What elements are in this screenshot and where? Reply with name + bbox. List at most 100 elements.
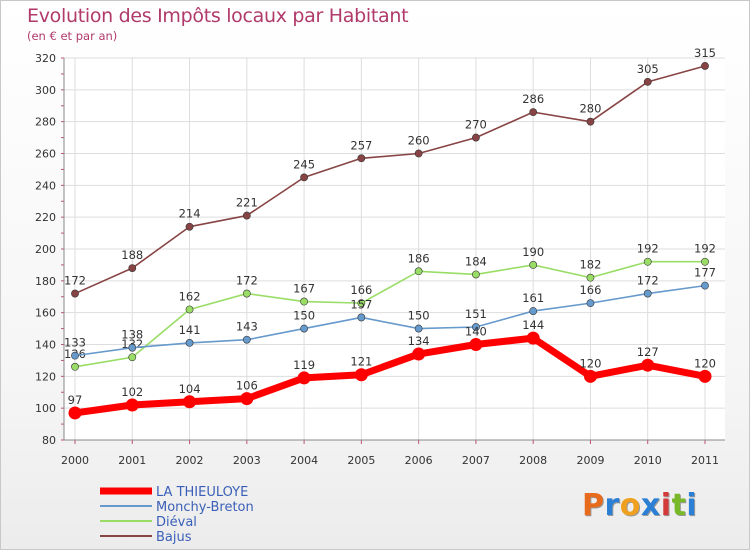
- data-point: [472, 133, 480, 142]
- data-label: 188: [121, 248, 143, 262]
- data-label: 133: [64, 336, 86, 350]
- y-tick-label: 280: [35, 116, 56, 129]
- data-label: 127: [637, 345, 659, 359]
- data-point: [586, 299, 595, 308]
- data-label: 305: [637, 62, 659, 76]
- data-point: [529, 307, 538, 315]
- x-tick-label: 2001: [118, 454, 146, 467]
- data-label: 270: [465, 118, 487, 132]
- y-tick-label: 200: [35, 243, 56, 256]
- data-label: 166: [579, 283, 601, 297]
- data-point: [71, 351, 79, 360]
- data-label: 167: [293, 282, 315, 296]
- logo-letter: P: [582, 488, 605, 523]
- y-tick-label: 240: [35, 179, 56, 192]
- data-point: [68, 406, 82, 420]
- data-point: [128, 353, 137, 362]
- logo-letter: i: [660, 488, 672, 523]
- data-label: 192: [694, 242, 716, 256]
- series-line-2: [74, 260, 705, 368]
- data-label: 186: [408, 251, 430, 265]
- x-tick-label: 2010: [634, 454, 662, 467]
- y-tick-label: 160: [35, 307, 56, 320]
- data-point: [583, 369, 597, 383]
- data-point: [71, 289, 79, 298]
- data-point: [128, 264, 137, 272]
- data-label: 121: [350, 355, 372, 369]
- x-tick-label: 2004: [290, 454, 318, 467]
- data-label: 177: [694, 266, 716, 280]
- data-point: [472, 270, 480, 279]
- legend-label: Bajus: [156, 530, 192, 545]
- data-point: [529, 261, 538, 269]
- data-label: 172: [637, 274, 659, 288]
- x-tick-label: 2007: [462, 454, 490, 467]
- data-label: 166: [350, 283, 372, 297]
- data-label: 150: [408, 309, 430, 323]
- data-label: 162: [179, 289, 201, 303]
- data-label: 138: [121, 328, 143, 342]
- data-label: 192: [637, 242, 659, 256]
- logo-letter: i: [686, 488, 698, 523]
- data-label: 245: [293, 157, 315, 171]
- logo-letter: t: [671, 488, 687, 523]
- data-point: [240, 392, 254, 406]
- data-point: [414, 149, 423, 158]
- series-line-0: [74, 334, 706, 417]
- data-label: 182: [579, 258, 601, 272]
- data-point: [414, 324, 423, 333]
- x-tick-label: 2000: [61, 454, 89, 467]
- data-point: [641, 358, 655, 372]
- data-label: 119: [293, 358, 315, 372]
- logo-letter: r: [604, 488, 620, 523]
- data-point: [357, 313, 366, 322]
- data-label: 134: [408, 334, 430, 348]
- data-point: [529, 108, 538, 117]
- data-point: [300, 324, 308, 333]
- data-label: 172: [64, 274, 86, 288]
- y-tick-label: 180: [35, 275, 56, 288]
- data-point: [526, 331, 540, 345]
- data-label: 120: [579, 356, 601, 370]
- data-point: [701, 281, 709, 290]
- data-point: [125, 398, 139, 412]
- logo-letter: x: [640, 488, 661, 523]
- legend-label: LA THIEULOYE: [156, 485, 248, 500]
- data-point: [71, 362, 79, 371]
- data-label: 161: [522, 291, 544, 305]
- y-tick-label: 320: [35, 52, 56, 65]
- data-label: 260: [408, 134, 430, 148]
- data-point: [242, 289, 251, 298]
- data-point: [472, 323, 480, 331]
- data-point: [242, 335, 251, 344]
- data-point: [242, 211, 251, 220]
- data-label: 157: [350, 297, 372, 311]
- data-point: [412, 347, 426, 361]
- x-tick-label: 2005: [347, 454, 375, 467]
- chart-subtitle: (en € et par an): [27, 29, 118, 43]
- y-tick-label: 220: [35, 211, 56, 224]
- data-point: [701, 62, 709, 70]
- chart-title: Evolution des Impôts locaux par Habitant: [27, 5, 409, 27]
- data-label: 190: [522, 245, 544, 259]
- data-label: 144: [522, 318, 544, 332]
- data-label: 106: [236, 379, 258, 393]
- data-point: [469, 338, 483, 351]
- y-tick-label: 140: [35, 339, 56, 352]
- data-point: [701, 257, 709, 266]
- logo-letter: o: [619, 488, 641, 523]
- data-point: [643, 289, 652, 298]
- data-point: [586, 273, 595, 282]
- data-point: [586, 117, 595, 126]
- data-point: [357, 154, 366, 163]
- x-tick-label: 2009: [576, 454, 604, 467]
- data-label: 102: [121, 385, 143, 399]
- data-label: 184: [465, 254, 487, 268]
- data-point: [185, 222, 194, 231]
- x-tick-label: 2008: [519, 454, 547, 467]
- data-label: 214: [179, 207, 201, 221]
- data-label: 97: [68, 393, 83, 407]
- data-point: [357, 299, 366, 308]
- legend-label: Monchy-Breton: [156, 500, 254, 515]
